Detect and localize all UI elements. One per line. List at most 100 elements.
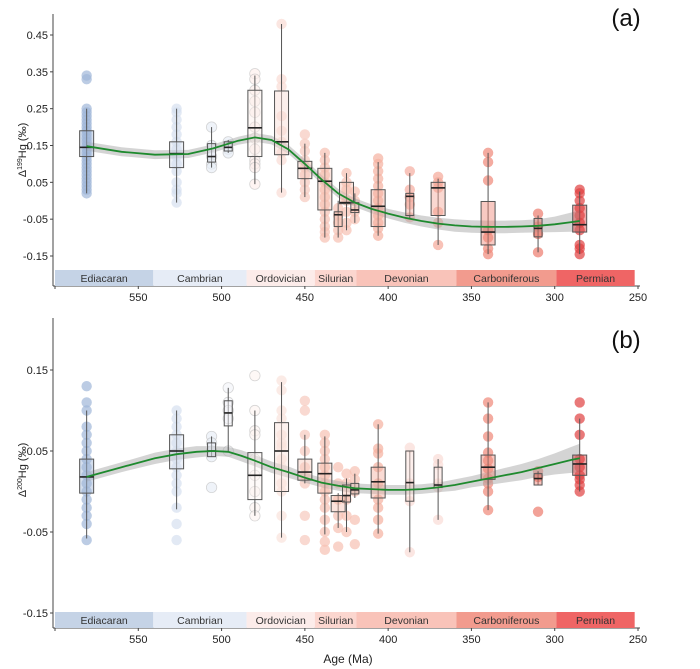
- boxplot: [405, 450, 415, 553]
- box: [79, 130, 95, 158]
- box: [274, 90, 290, 156]
- period-label: Carboniferous: [473, 273, 539, 285]
- boxplot: [223, 387, 233, 451]
- y-axis-title: Δ199Hg (‰): [17, 123, 29, 178]
- data-point: [299, 395, 311, 406]
- x-tick-label: 500: [212, 634, 230, 646]
- boxplot: [169, 410, 185, 510]
- period-band-permian: [556, 612, 635, 628]
- boxplot: [297, 434, 313, 484]
- boxplot: [572, 418, 588, 492]
- box: [297, 458, 313, 481]
- y-axis-title-prefix: Δ: [17, 169, 29, 177]
- y-tick-label: 0.35: [27, 67, 48, 79]
- period-band-ordovician: [246, 612, 315, 628]
- data-point: [81, 397, 92, 408]
- x-tick-label: 500: [212, 292, 230, 304]
- data-point: [205, 481, 218, 494]
- box: [405, 450, 415, 502]
- panel-tag: (b): [611, 327, 640, 354]
- data-point: [319, 544, 331, 556]
- period-label: Ediacaran: [80, 615, 127, 627]
- boxplot: [223, 139, 233, 153]
- period-band-carboniferous: [456, 612, 557, 628]
- x-tick-label: 450: [296, 634, 314, 646]
- period-band-ordovician: [246, 270, 315, 286]
- y-tick-label: 0.15: [27, 365, 48, 377]
- data-point: [349, 514, 361, 526]
- x-tick-label: 400: [379, 634, 397, 646]
- period-band-silurian: [314, 270, 357, 286]
- smooth-fit-line: [86, 450, 580, 491]
- x-tick-label: 250: [629, 634, 647, 646]
- boxplot: [274, 382, 290, 538]
- boxplot: [274, 23, 290, 193]
- y-tick-label: -0.15: [23, 608, 48, 620]
- y-tick-label: -0.05: [23, 527, 48, 539]
- x-tick-label: 450: [296, 292, 314, 304]
- box: [533, 473, 543, 486]
- box: [169, 434, 185, 470]
- box: [430, 181, 446, 216]
- box: [207, 143, 217, 163]
- y-tick-label: 0.45: [27, 30, 48, 42]
- x-tick-label: 350: [462, 634, 480, 646]
- data-point: [81, 381, 92, 392]
- box: [572, 204, 588, 233]
- data-point: [349, 186, 361, 197]
- data-point: [299, 405, 311, 416]
- y-axis-title-suffix: Hg (‰): [17, 443, 29, 478]
- x-tick-label: 350: [462, 292, 480, 304]
- data-point: [482, 397, 494, 408]
- box: [317, 462, 333, 494]
- data-point: [332, 541, 344, 552]
- y-tick-label: -0.05: [23, 214, 48, 226]
- data-point: [574, 413, 585, 424]
- period-label: Carboniferous: [473, 615, 539, 627]
- period-label: Ordovician: [256, 273, 306, 285]
- data-point: [341, 468, 352, 479]
- data-point: [319, 536, 331, 547]
- boxplot: [572, 191, 588, 255]
- y-tick-label: 0.15: [27, 141, 48, 153]
- data-point: [299, 129, 311, 140]
- boxplot: [370, 162, 386, 236]
- y-tick-label: 0.25: [27, 104, 48, 116]
- period-label: Cambrian: [177, 273, 223, 285]
- box: [247, 452, 263, 501]
- data-point: [276, 375, 287, 386]
- period-label: Silurian: [318, 615, 353, 627]
- period-label: Permian: [576, 615, 615, 627]
- box: [333, 211, 343, 228]
- boxplot: [480, 152, 496, 255]
- y-axis-title-sup: 199: [17, 158, 24, 170]
- boxplot: [79, 410, 95, 539]
- panel-tag: (a): [611, 5, 640, 32]
- box: [247, 89, 263, 158]
- confidence-band: [86, 133, 580, 234]
- boxplot: [79, 108, 95, 194]
- box: [274, 422, 290, 492]
- data-point: [249, 370, 261, 382]
- box: [405, 192, 415, 216]
- box: [339, 181, 354, 205]
- data-point: [349, 466, 361, 477]
- period-band-devonian: [356, 270, 457, 286]
- period-label: Devonian: [384, 273, 429, 285]
- period-band-devonian: [356, 612, 457, 628]
- box: [370, 189, 386, 228]
- x-tick-label: 400: [379, 292, 397, 304]
- boxplot: [480, 402, 496, 511]
- box: [370, 466, 386, 499]
- box: [572, 454, 588, 476]
- data-point: [319, 429, 331, 440]
- data-point: [532, 506, 544, 517]
- boxplot: [405, 173, 415, 220]
- boxplot: [297, 143, 313, 198]
- period-label: Ediacaran: [80, 273, 127, 285]
- period-band-silurian: [314, 612, 357, 628]
- data-point: [372, 419, 384, 430]
- data-point: [404, 442, 415, 453]
- data-point: [81, 74, 92, 85]
